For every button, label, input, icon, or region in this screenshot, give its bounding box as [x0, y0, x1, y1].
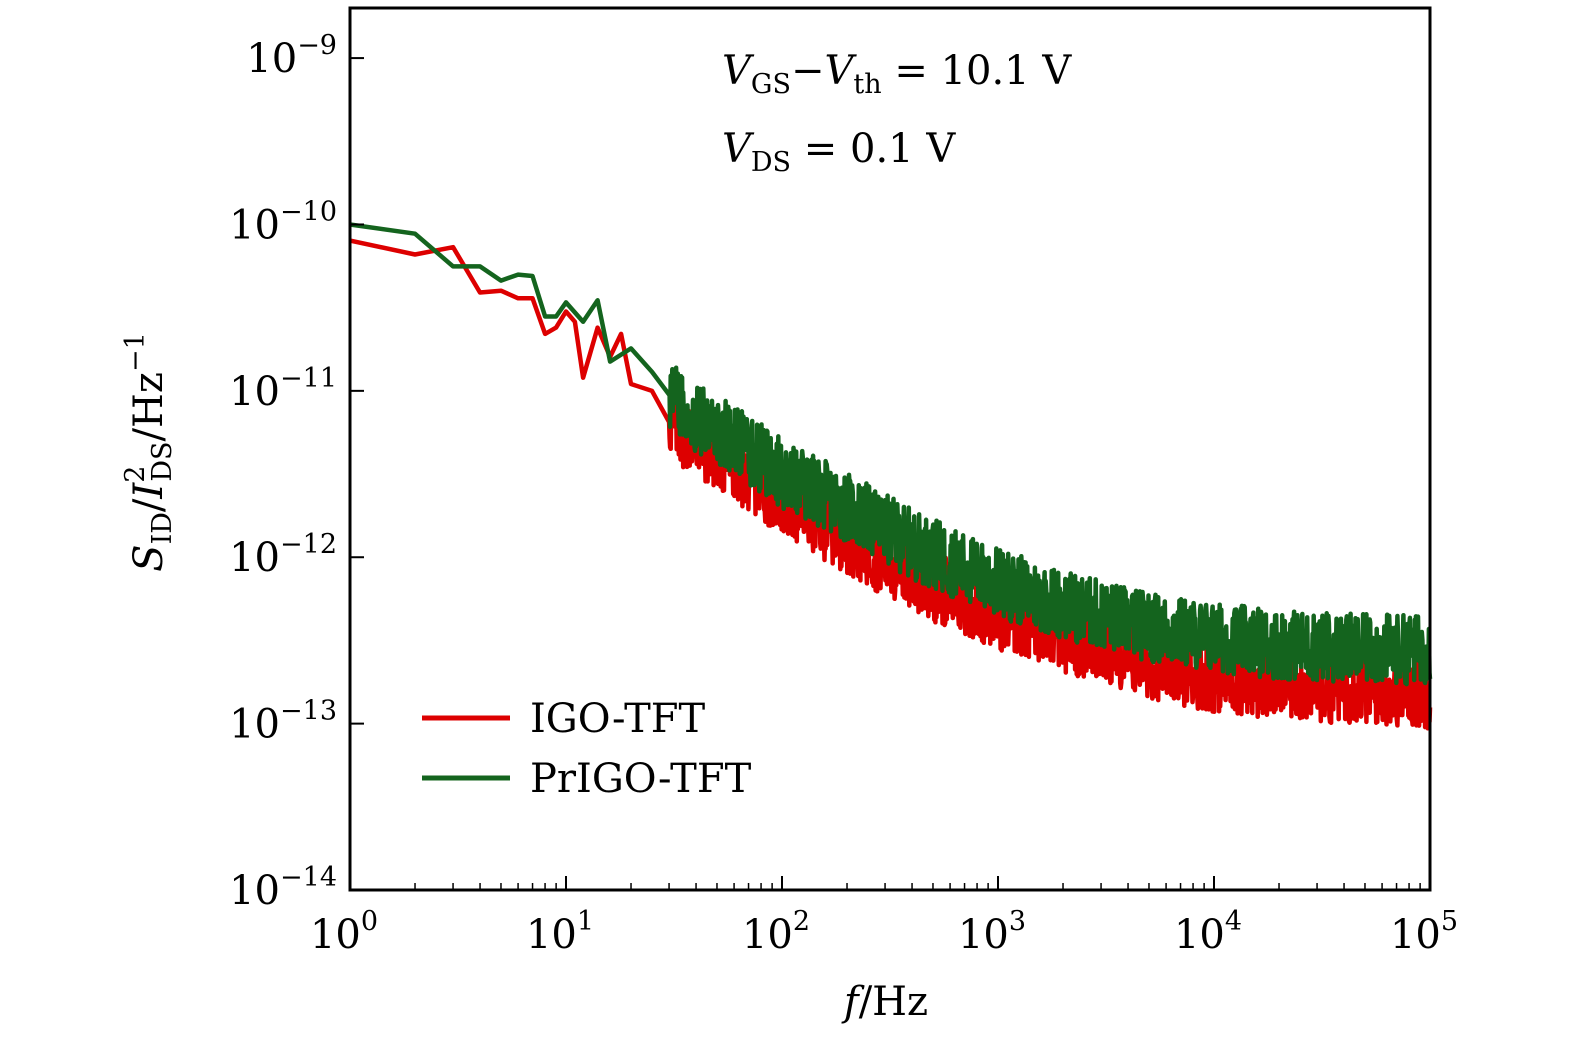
- labels-layer: 100 101 102 103 104 105 10−9 10−10 10−11 10−12 10−…: [229, 30, 1458, 958]
- annotation-vds: VDS = 0.1 V: [722, 126, 956, 178]
- y-tick-label: 10−9: [246, 30, 337, 82]
- series-line-prigo: [349, 222, 1433, 687]
- x-axis-label: f/Hz: [841, 979, 928, 1025]
- x-tick-label: 104: [1174, 906, 1242, 958]
- x-tick-label: 105: [1390, 906, 1458, 958]
- x-tick-label: 103: [958, 906, 1026, 958]
- annotation-vgs: VGS−Vth = 10.1 V: [722, 48, 1072, 100]
- x-tick-label: 102: [742, 906, 810, 958]
- y-tick-label: 10−11: [229, 363, 337, 415]
- series-layer: [349, 222, 1433, 731]
- legend: IGO-TFT PrIGO-TFT: [422, 696, 752, 802]
- x-tick-label: 100: [310, 906, 378, 958]
- plot-frame: [348, 6, 1432, 892]
- y-tick-label: 10−13: [229, 696, 337, 748]
- y-axis-label: SID/I2DS/Hz−1: [120, 332, 178, 572]
- y-tick-label: 10−12: [229, 529, 337, 581]
- x-tick-label: 101: [526, 906, 594, 958]
- legend-label-igo: IGO-TFT: [530, 696, 706, 742]
- legend-label-prigo: PrIGO-TFT: [530, 756, 752, 802]
- ticks-layer: [349, 57, 1431, 891]
- y-tick-label: 10−14: [229, 862, 337, 914]
- y-tick-label: 10−10: [229, 196, 337, 248]
